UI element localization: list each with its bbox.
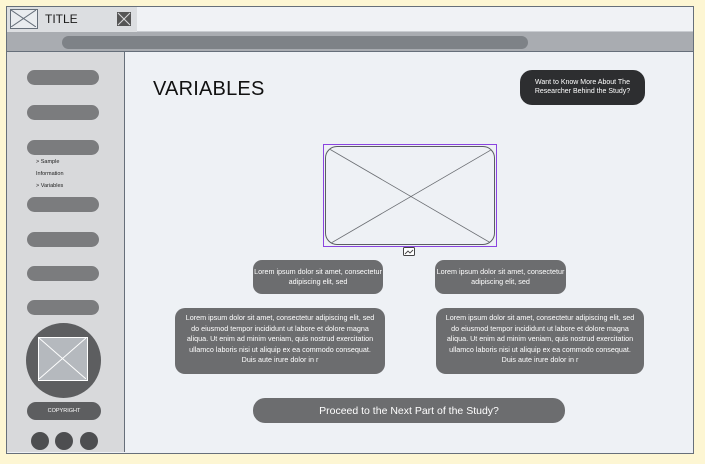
sidebar-link-information[interactable]: Information: [36, 171, 64, 177]
social-icon[interactable]: [55, 432, 73, 450]
sidebar-nav-item[interactable]: [27, 105, 99, 120]
image-type-icon: [403, 247, 415, 256]
image-placeholder-icon: [38, 337, 88, 381]
proceed-button[interactable]: Proceed to the Next Part of the Study?: [253, 398, 565, 423]
sidebar-link-sample[interactable]: > Sample: [36, 159, 60, 165]
caption-left: Lorem ipsum dolor sit amet, consectetur …: [253, 260, 383, 294]
page-title: VARIABLES: [153, 78, 265, 100]
tab-title: TITLE: [45, 12, 78, 26]
image-placeholder-icon: [325, 146, 495, 245]
social-icon[interactable]: [31, 432, 49, 450]
paragraph-left: Lorem ipsum dolor sit amet, consectetur …: [175, 308, 385, 374]
url-input[interactable]: [62, 36, 528, 49]
paragraph-right: Lorem ipsum dolor sit amet, consectetur …: [436, 308, 644, 374]
sidebar-nav-item[interactable]: [27, 266, 99, 281]
sidebar-nav-item[interactable]: [27, 300, 99, 315]
sidebar-nav-item[interactable]: [27, 232, 99, 247]
image-placeholder-icon: [10, 9, 38, 29]
sidebar-nav-item[interactable]: [27, 70, 99, 85]
selection-outline: [323, 144, 497, 247]
social-icon[interactable]: [80, 432, 98, 450]
about-researcher-button[interactable]: Want to Know More About The Researcher B…: [520, 70, 645, 105]
sidebar-link-variables[interactable]: > Variables: [36, 183, 64, 189]
close-tab-icon[interactable]: [117, 12, 131, 26]
sidebar-nav-item[interactable]: [27, 197, 99, 212]
caption-right: Lorem ipsum dolor sit amet, consectetur …: [435, 260, 566, 294]
sidebar-nav-item[interactable]: [27, 140, 99, 155]
copyright-badge: COPYRIGHT: [27, 402, 101, 420]
